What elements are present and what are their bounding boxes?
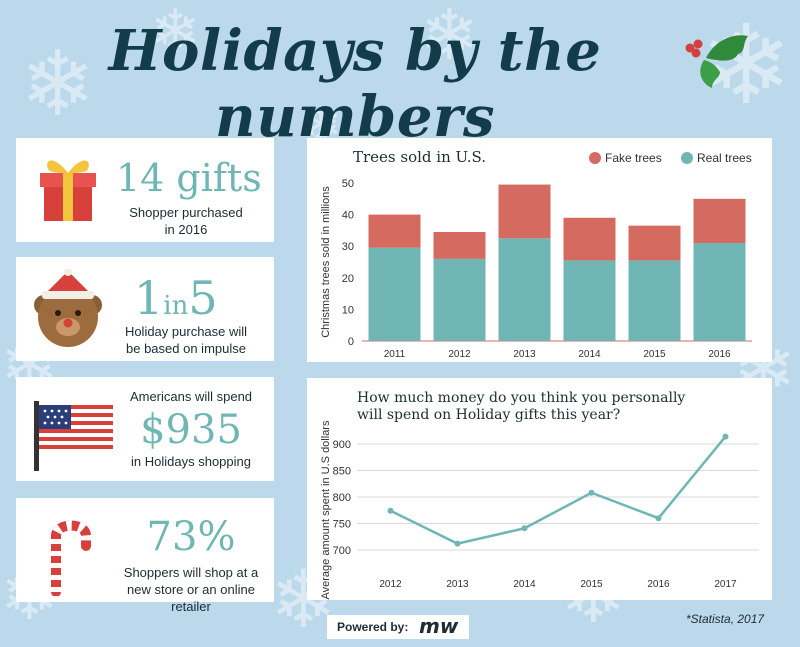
trees-bar-real-trees	[368, 247, 421, 341]
stat-text-new-store-1: Shoppers will shop at a	[123, 565, 259, 580]
stat-card-impulse: 1in5 Holiday purchase will be based on i…	[16, 257, 274, 361]
candy-cane-icon	[51, 520, 91, 596]
trees-bar-fake-trees	[563, 217, 616, 261]
trees-y-tick-label: 50	[342, 178, 354, 190]
trees-x-tick-label: 2016	[708, 349, 731, 360]
trees-bar-real-trees	[693, 243, 746, 341]
trees-y-tick-label: 30	[342, 241, 354, 253]
spending-chart: 700 750 800 850 900 2012 2013 2014 2015 2016 2017 A…	[320, 420, 759, 599]
trees-legend-swatch	[589, 152, 601, 164]
trees-bar-fake-trees	[498, 184, 551, 239]
stat-text-gifts-2: in 2016	[164, 222, 208, 237]
spend-data-point	[454, 540, 461, 547]
trees-bar-fake-trees	[433, 231, 486, 259]
spending-chart-title-2: will spend on Holiday gifts this year?	[357, 407, 621, 423]
snowflake-decor-1: ❄	[20, 32, 96, 137]
stat-text-impulse-1: Holiday purchase will	[124, 324, 248, 339]
us-flag-icon	[34, 401, 113, 471]
spend-y-tick-label: 850	[333, 466, 351, 478]
spend-data-point	[655, 515, 662, 522]
trees-y-tick-label: 10	[342, 304, 354, 316]
stat-value-gifts: 14 gifts	[116, 156, 262, 200]
spend-x-tick-label: 2016	[647, 579, 670, 590]
source-note: *Statista, 2017	[686, 612, 765, 626]
stat-value-new-store: 73%	[146, 514, 236, 560]
trees-bar-real-trees	[498, 238, 551, 341]
spend-data-point	[521, 525, 528, 532]
trees-legend-label: Fake trees	[605, 151, 662, 165]
stat-text-gifts-1: Shopper purchased	[129, 205, 243, 220]
stat-card-new-store: 73% Shoppers will shop at a new store or…	[16, 498, 274, 614]
stat-value-impulse: 1in5	[134, 271, 218, 325]
stat-pretext-spend: Americans will spend	[129, 389, 253, 404]
spend-x-tick-label: 2013	[446, 579, 469, 590]
stat-value-impulse-5: 5	[188, 271, 218, 325]
snowflake-decor-2: ❄	[150, 0, 201, 67]
trees-bar-real-trees	[563, 260, 616, 341]
stat-value-impulse-in: in	[163, 291, 189, 321]
spend-series-line	[389, 435, 727, 545]
spend-x-tick-label: 2017	[714, 579, 737, 590]
trees-bar-fake-trees	[693, 198, 746, 244]
stat-card-gifts: 14 gifts Shopper purchased in 2016	[16, 138, 274, 242]
trees-y-axis-label: Christmas trees sold in millions	[320, 186, 332, 338]
brand-logo: mw	[419, 614, 459, 638]
teddy-bear-icon	[34, 269, 102, 347]
trees-y-tick-label: 0	[348, 336, 354, 348]
trees-chart-card: Trees sold in U.S. 0 10 20 30 40 50 2011 2012 20…	[307, 138, 772, 362]
spend-x-tick-label: 2012	[379, 579, 402, 590]
trees-legend-swatch	[681, 152, 693, 164]
page-title: Holidays by the numbers	[108, 18, 602, 150]
trees-x-tick-label: 2015	[643, 349, 666, 360]
stat-text-spend: in Holidays shopping	[131, 454, 251, 469]
stat-card-spend: Americans will spend $935 in Holidays sh…	[16, 377, 274, 481]
trees-x-tick-label: 2014	[578, 349, 601, 360]
trees-chart-title: Trees sold in U.S.	[353, 148, 487, 166]
spend-data-point	[387, 507, 394, 514]
spend-x-tick-label: 2015	[580, 579, 603, 590]
gift-icon	[40, 160, 96, 221]
spending-chart-title-1: How much money do you think you personal…	[357, 390, 686, 406]
trees-bar-fake-trees	[368, 214, 421, 248]
spend-y-tick-label: 750	[333, 519, 351, 531]
trees-x-tick-label: 2011	[384, 349, 406, 360]
powered-by-label: Powered by:	[337, 620, 409, 634]
trees-x-tick-label: 2013	[513, 349, 536, 360]
trees-y-tick-label: 20	[342, 273, 354, 285]
spend-y-tick-label: 800	[333, 492, 351, 504]
spend-data-point	[588, 489, 595, 496]
stat-value-spend: $935	[140, 407, 242, 453]
stat-text-new-store-2: new store or an online retailer	[127, 582, 255, 614]
stat-text-impulse-2: be based on impulse	[126, 341, 246, 356]
trees-bar-fake-trees	[628, 225, 681, 261]
spending-chart-card: How much money do you think you personal…	[307, 378, 772, 600]
trees-legend-label: Real trees	[697, 151, 752, 165]
trees-x-tick-label: 2012	[448, 349, 471, 360]
spend-x-tick-label: 2014	[513, 579, 536, 590]
trees-bar-real-trees	[433, 258, 486, 341]
trees-bar-real-trees	[628, 260, 681, 341]
holly-icon	[685, 35, 748, 88]
snowflake-decor-3: ❄	[420, 0, 479, 76]
snowflake-decor-4: ❄	[700, 1, 793, 129]
spend-y-axis-label: Average amount spent in U.S dollars	[320, 420, 332, 599]
trees-y-tick-label: 40	[342, 210, 354, 222]
powered-by-badge: Powered by: mw	[327, 614, 469, 639]
trees-chart: 0 10 20 30 40 50 2011 2012 2013 2014 2015 2016 Chris…	[320, 151, 752, 360]
spend-y-tick-label: 900	[333, 439, 351, 451]
spend-data-point	[722, 433, 729, 440]
spend-y-tick-label: 700	[333, 545, 351, 557]
stat-value-impulse-1: 1	[134, 271, 164, 325]
